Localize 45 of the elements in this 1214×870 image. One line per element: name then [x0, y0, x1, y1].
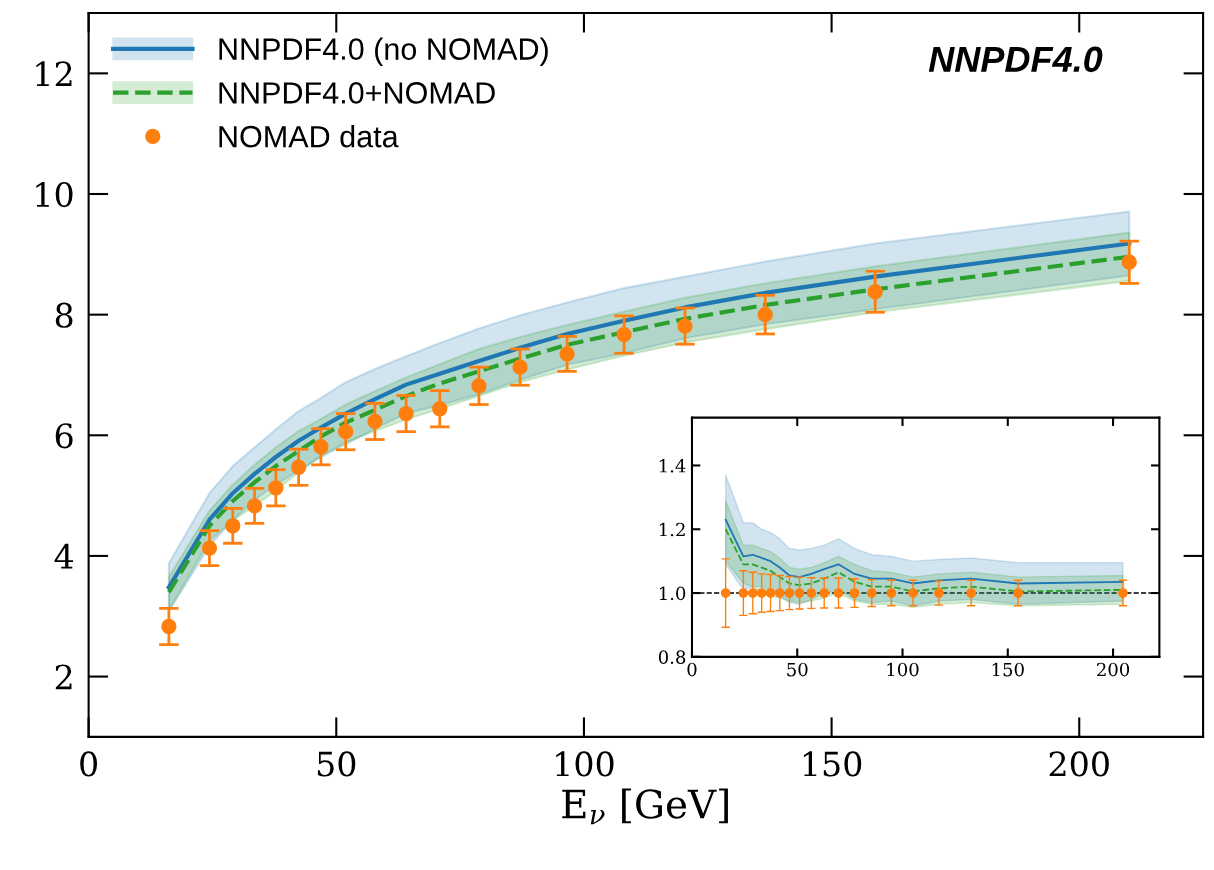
line-series: [724, 518, 1124, 585]
point: [313, 439, 329, 455]
point: [367, 413, 383, 430]
x-tick-label: 100: [887, 662, 919, 677]
point: [338, 424, 354, 440]
y-tick-label: 12: [36, 61, 72, 87]
point: [867, 284, 883, 300]
point: [290, 459, 307, 475]
point: [616, 326, 632, 343]
x-axis-title: E$_{ν}$ [GeV]: [562, 788, 728, 825]
x-tick-label: 0: [687, 662, 697, 677]
x-tick-label: 200: [1049, 751, 1109, 777]
legend-label: NNPDF4.0+NOMAD: [219, 82, 495, 104]
point: [398, 405, 414, 422]
y-tick-label: 6: [55, 423, 73, 449]
point: [225, 518, 241, 534]
y-tick-label: 1.0: [659, 586, 686, 601]
y-tick-label: 4: [54, 543, 74, 569]
point: [432, 401, 448, 417]
point: [559, 346, 575, 362]
legend-label: NNPDF4.0 (no NOMAD): [219, 37, 548, 66]
point: [757, 307, 773, 323]
x-tick-label: 100: [556, 751, 614, 777]
y-tick-label: 1.2: [659, 522, 685, 537]
x-tick-label: 0: [80, 751, 98, 777]
point: [268, 480, 284, 496]
point: [246, 498, 263, 514]
x-tick-label: 200: [1097, 662, 1130, 677]
point: [677, 318, 693, 334]
point: [1121, 254, 1137, 270]
x-tick-label: 150: [803, 751, 862, 777]
text: NNPDF4.0: [928, 46, 1103, 73]
point: [161, 618, 177, 635]
point: [512, 359, 528, 375]
y-tick-label: 0.8: [658, 650, 686, 664]
x-tick-label: 150: [992, 662, 1024, 677]
y-tick-label: 8: [55, 302, 73, 328]
y-tick-label: 1.4: [659, 458, 686, 473]
x-tick-label: 50: [317, 751, 356, 777]
legend-label: NOMAD data: [219, 125, 399, 148]
point: [201, 540, 218, 556]
x-tick-label: 50: [787, 662, 808, 677]
y-tick-label: 2: [55, 664, 72, 690]
point: [471, 378, 487, 394]
y-tick-label: 10: [36, 181, 73, 208]
